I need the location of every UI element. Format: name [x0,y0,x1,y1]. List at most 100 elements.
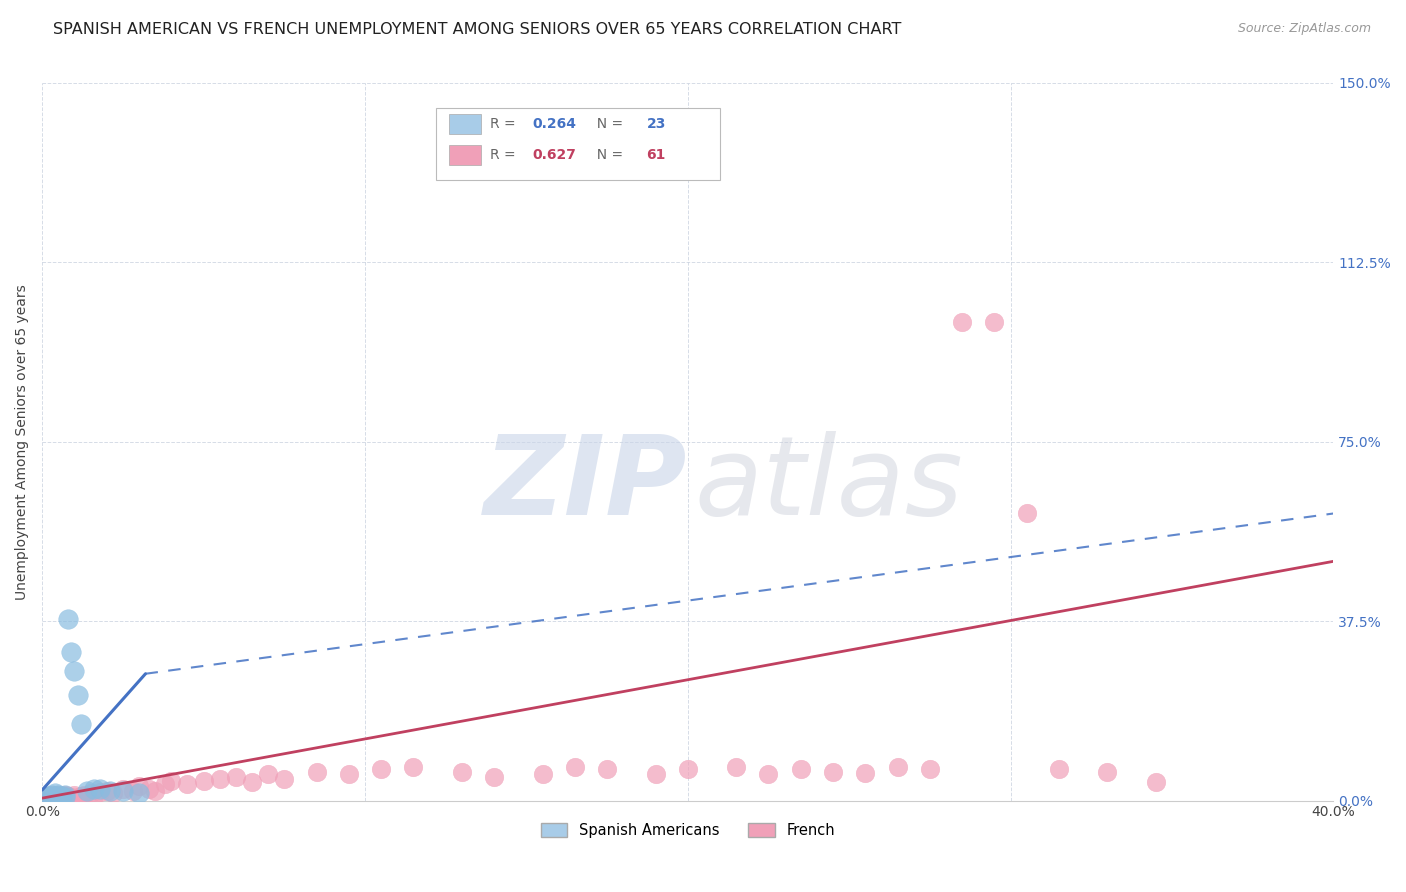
Point [53,789,76,804]
Point [56,789,79,803]
Point [208,772,231,786]
Text: 61: 61 [647,148,666,161]
Point [370,763,392,777]
Point [531,767,554,781]
Point [111,781,134,796]
Point [53,788,76,802]
Point [676,763,699,777]
Y-axis label: Unemployment Among Seniors over 65 years: Unemployment Among Seniors over 65 years [15,284,30,599]
Point [63,788,86,802]
Point [44,789,66,803]
Point [596,763,619,777]
Text: R =: R = [491,148,520,161]
Point [41,789,63,804]
Point [56,789,79,804]
Point [70,789,93,803]
Point [73,788,96,802]
Point [70,717,93,731]
Point [66,789,89,804]
Point [46,788,69,802]
Text: 0.264: 0.264 [533,117,576,131]
Point [918,763,941,777]
Point [56,612,79,626]
Point [41,788,63,802]
Point [853,765,876,780]
Point [257,767,280,781]
Point [76,784,98,798]
Point [96,784,118,798]
Point [450,764,472,779]
Point [44,786,66,800]
Point [53,788,76,802]
Point [482,770,505,784]
Point [51,789,73,804]
Point [225,770,247,784]
Text: 23: 23 [647,117,666,131]
Point [725,760,748,774]
Point [66,688,89,702]
Point [160,774,183,789]
Text: N =: N = [588,148,628,161]
Point [821,764,844,779]
Point [79,786,101,800]
Point [128,779,150,793]
Text: R =: R = [491,117,520,131]
Point [83,789,105,803]
Point [337,767,360,781]
Point [44,789,66,803]
Point [644,767,666,781]
Point [38,789,60,804]
Point [273,772,295,786]
Point [564,760,586,774]
Point [46,789,69,804]
Point [51,789,73,803]
Point [790,763,813,777]
Point [1015,507,1038,521]
Point [143,784,166,798]
Point [240,775,263,789]
Point [38,789,60,803]
Point [60,645,83,659]
Text: Source: ZipAtlas.com: Source: ZipAtlas.com [1237,22,1371,36]
Point [950,315,973,329]
Point [34,789,56,804]
Point [121,784,143,798]
Point [886,760,908,774]
Text: SPANISH AMERICAN VS FRENCH UNEMPLOYMENT AMONG SENIORS OVER 65 YEARS CORRELATION : SPANISH AMERICAN VS FRENCH UNEMPLOYMENT … [53,22,901,37]
Point [138,781,160,796]
Point [1097,764,1119,779]
Point [89,781,111,796]
Point [98,784,121,798]
Text: 0.627: 0.627 [533,148,576,161]
Point [128,786,150,800]
FancyBboxPatch shape [436,108,720,180]
Point [1144,775,1167,789]
Point [305,764,328,779]
Text: N =: N = [588,117,628,131]
Point [193,774,215,789]
Point [34,789,56,804]
Text: atlas: atlas [695,432,963,538]
Point [44,789,66,804]
Point [63,665,86,679]
Point [46,789,69,804]
Point [83,781,105,796]
Point [758,767,780,781]
Point [46,788,69,802]
Point [89,785,111,799]
Point [1047,763,1070,777]
Point [38,789,60,803]
Point [402,760,425,774]
Point [153,777,176,791]
Point [51,789,73,804]
FancyBboxPatch shape [449,114,481,134]
Point [176,777,198,791]
Point [41,788,63,802]
Text: ZIP: ZIP [484,432,688,538]
Point [51,789,73,803]
Point [103,786,125,800]
Point [983,315,1005,329]
Point [111,784,134,798]
FancyBboxPatch shape [449,145,481,165]
Point [60,789,83,804]
